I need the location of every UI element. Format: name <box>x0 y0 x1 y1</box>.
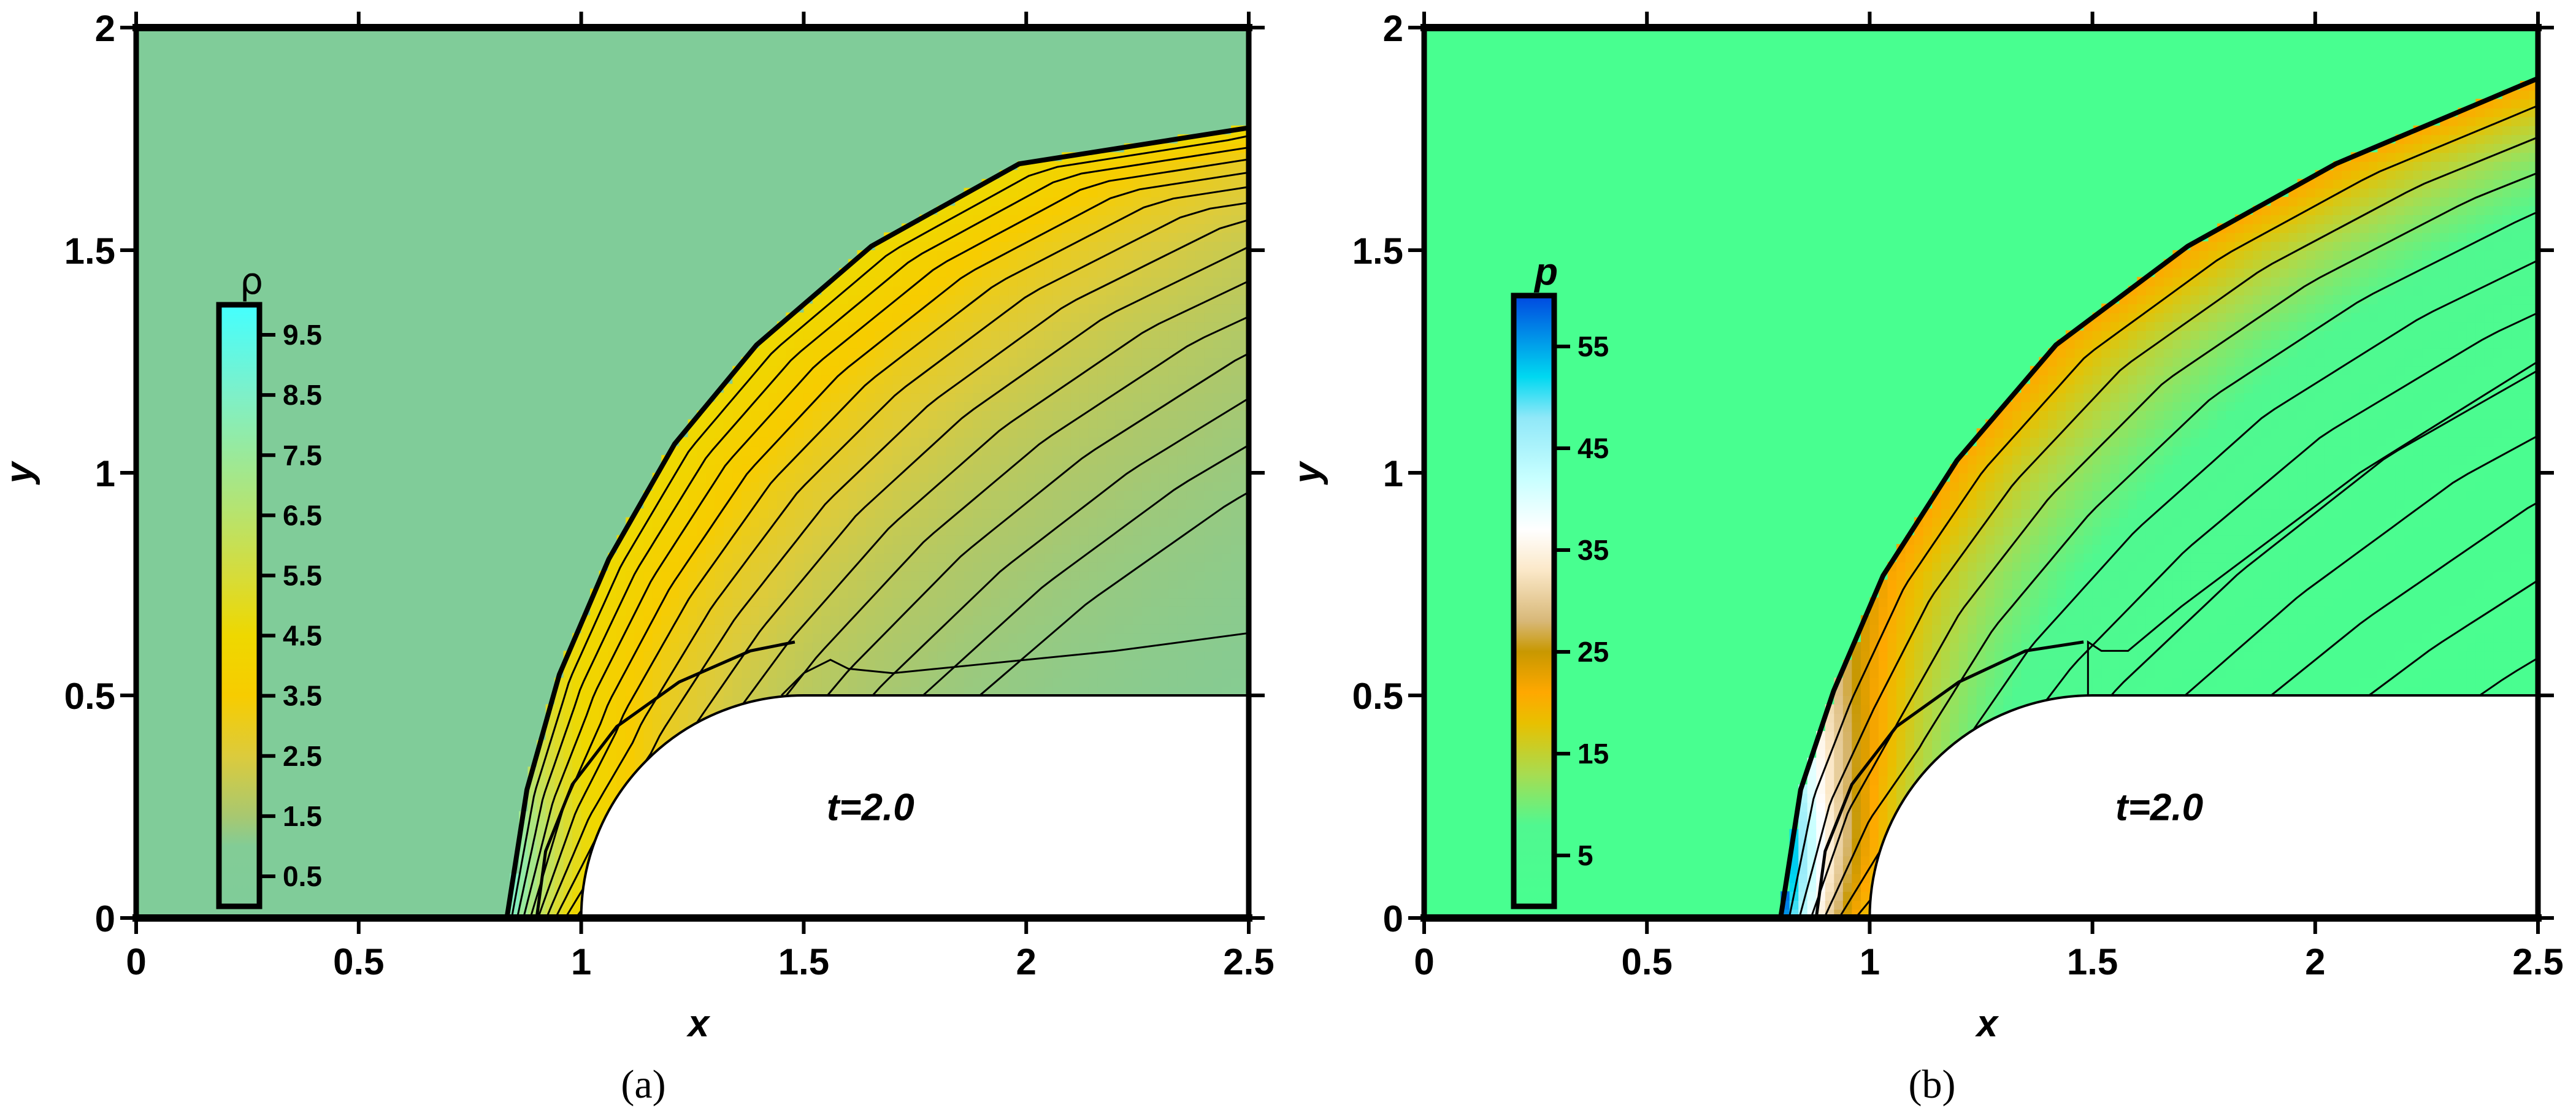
colorbar-tick-label: 9.5 <box>283 319 322 351</box>
x-axis-label: x <box>1975 1003 1999 1045</box>
y-tick-label: 2 <box>95 8 115 49</box>
pressure-plot-area <box>1424 28 2539 919</box>
body-obstacle <box>1868 694 2539 919</box>
colorbar-tick-label: 4.5 <box>283 620 322 652</box>
x-tick-label: 1 <box>571 941 591 982</box>
colorbar-gradient <box>216 302 263 909</box>
x-tick-label: 2.5 <box>1223 941 1274 982</box>
sonic-line <box>1814 640 2084 918</box>
density-axes: 0 0.5 1 1.5 2 2.5 0 0.5 1 1.5 2 <box>64 8 1275 982</box>
colorbar-tick-label: 45 <box>1577 432 1609 464</box>
colorbar-tick-label: 5 <box>1577 840 1593 871</box>
panel-caption: (a) <box>621 1062 665 1107</box>
colorbar-tick-label: 35 <box>1577 534 1609 566</box>
wake-contour <box>781 632 1249 697</box>
colorbar-tick-label: 5.5 <box>283 559 322 591</box>
y-axis-label: y <box>1286 460 1328 485</box>
colorbar-tick-label: 7.5 <box>283 439 322 471</box>
colorbar-tick-label: 15 <box>1577 738 1609 770</box>
x-tick-label: 0 <box>126 941 146 982</box>
x-tick-label: 0.5 <box>1621 941 1672 982</box>
y-tick-label: 0 <box>95 898 115 939</box>
colorbar-tick-label: 0.5 <box>283 860 322 892</box>
wake-contour <box>2087 361 2538 695</box>
time-annotation: t=2.0 <box>2115 786 2203 828</box>
colorbar-tick-label: 1.5 <box>283 800 322 832</box>
colorbar-gradient <box>1511 293 1557 909</box>
x-tick-label: 1 <box>1860 941 1880 982</box>
y-tick-label: 0.5 <box>64 676 115 717</box>
colorbar-title: p <box>1533 251 1558 293</box>
panel-density: 0 0.5 1 1.5 2 2.5 0 0.5 1 1.5 2 9.5 8.5 7.5 6.5 5.5 4.5… <box>0 8 1275 1107</box>
x-tick-label: 1.5 <box>778 941 829 982</box>
colorbar-tick-label: 8.5 <box>283 379 322 411</box>
y-tick-label: 2 <box>1383 8 1403 49</box>
x-tick-label: 1.5 <box>2067 941 2118 982</box>
y-tick-label: 1 <box>1383 453 1403 494</box>
y-tick-label: 1.5 <box>64 231 115 272</box>
y-tick-label: 1.5 <box>1352 231 1403 272</box>
colorbar-tick-label: 55 <box>1577 331 1609 362</box>
colorbar-tick-label: 25 <box>1577 636 1609 668</box>
density-plot-area <box>136 28 1250 919</box>
pressure-axes: 0 0.5 1 1.5 2 2.5 0 0.5 1 1.5 2 <box>1352 8 2564 982</box>
x-tick-label: 0 <box>1414 941 1434 982</box>
time-annotation: t=2.0 <box>827 786 914 828</box>
x-tick-label: 2.5 <box>2512 941 2563 982</box>
colorbar-tick-label: 6.5 <box>283 499 322 531</box>
y-tick-label: 0.5 <box>1352 676 1403 717</box>
y-tick-label: 0 <box>1383 898 1403 939</box>
x-tick-label: 2 <box>1016 941 1037 982</box>
x-axis-label: x <box>686 1003 711 1045</box>
y-tick-label: 1 <box>95 453 115 494</box>
pressure-colorbar: 55 45 35 25 15 5 <box>1511 293 1609 909</box>
bow-shock <box>504 125 1249 919</box>
bow-shock <box>1778 76 2539 919</box>
panel-caption: (b) <box>1909 1062 1956 1107</box>
colorbar-title: ρ <box>240 260 263 303</box>
sonic-line <box>535 640 795 918</box>
x-tick-label: 0.5 <box>333 941 384 982</box>
colorbar-tick-label: 2.5 <box>283 740 322 772</box>
density-colorbar: 9.5 8.5 7.5 6.5 5.5 4.5 3.5 2.5 1.5 0.5 <box>216 302 322 909</box>
colorbar-tick-label: 3.5 <box>283 680 322 712</box>
x-tick-label: 2 <box>2305 941 2325 982</box>
y-axis-label: y <box>0 460 40 485</box>
body-obstacle <box>580 694 1250 919</box>
